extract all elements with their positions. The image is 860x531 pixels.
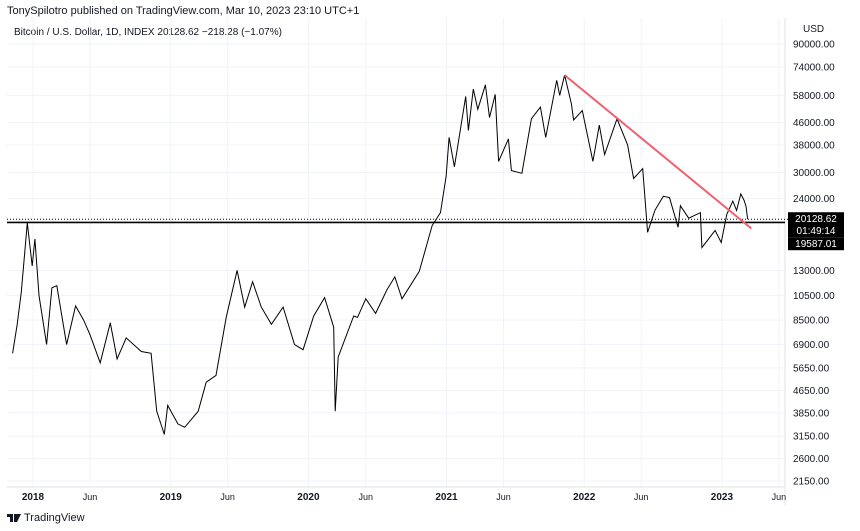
x-tick-label: 2018 [22, 492, 45, 503]
footer: TradingView [7, 512, 85, 524]
y-tick-label: 6900.00 [793, 340, 830, 351]
x-tick-label: Jun [496, 492, 511, 502]
y-tick-label: 24000.00 [793, 194, 835, 205]
x-tick-label: Jun [634, 492, 649, 502]
y-tick-label: 2150.00 [793, 476, 830, 487]
y-tick-label: 3850.00 [793, 408, 830, 419]
y-tick-label: 3150.00 [793, 432, 830, 443]
y-tick-label: 10500.00 [793, 291, 835, 302]
y-tick-label: 46000.00 [793, 118, 835, 129]
x-tick-label: 2023 [711, 492, 734, 503]
trendline[interactable] [563, 74, 752, 230]
support-price-label: 19587.01 [788, 237, 844, 251]
last-price-label: 20128.62 01:49:14 [788, 212, 844, 238]
x-tick-label: Jun [772, 492, 787, 502]
y-tick-label: 2600.00 [793, 454, 830, 465]
last-price-value: 20128.62 [795, 214, 837, 225]
y-tick-label: 8500.00 [793, 316, 830, 327]
x-tick-label: 2020 [297, 492, 320, 503]
time-axis[interactable]: 2018 Jun 2019 Jun 2020 Jun 2021 Jun 2022 Jun 2023 J… [22, 492, 786, 503]
grid [7, 18, 785, 487]
tradingview-logo-icon [7, 513, 21, 522]
x-tick-label: 2019 [160, 492, 183, 503]
countdown-value: 01:49:14 [797, 226, 836, 237]
y-tick-label: 90000.00 [793, 40, 835, 51]
y-tick-label: 74000.00 [793, 62, 835, 73]
footer-brand: TradingView [24, 512, 85, 524]
x-tick-label: 2021 [435, 492, 458, 503]
x-tick-label: Jun [220, 492, 235, 502]
x-tick-label: Jun [358, 492, 373, 502]
y-unit-label: USD [803, 24, 824, 35]
publisher-line: TonySpilotro published on TradingView.co… [7, 5, 360, 17]
x-tick-label: Jun [83, 492, 98, 502]
symbol-legend: Bitcoin / U.S. Dollar, 1D, INDEX 20128.6… [14, 27, 282, 38]
support-price-value: 19587.01 [795, 239, 837, 250]
price-axis[interactable]: 90000.00 74000.00 58000.00 46000.00 38000.00… [793, 40, 835, 488]
y-tick-label: 5650.00 [793, 363, 830, 374]
y-tick-label: 13000.00 [793, 266, 835, 277]
y-tick-label: 30000.00 [793, 168, 835, 179]
price-series-line [12, 74, 749, 435]
y-tick-label: 4650.00 [793, 386, 830, 397]
y-tick-label: 58000.00 [793, 91, 835, 102]
x-tick-label: 2022 [573, 492, 596, 503]
y-tick-label: 38000.00 [793, 140, 835, 151]
